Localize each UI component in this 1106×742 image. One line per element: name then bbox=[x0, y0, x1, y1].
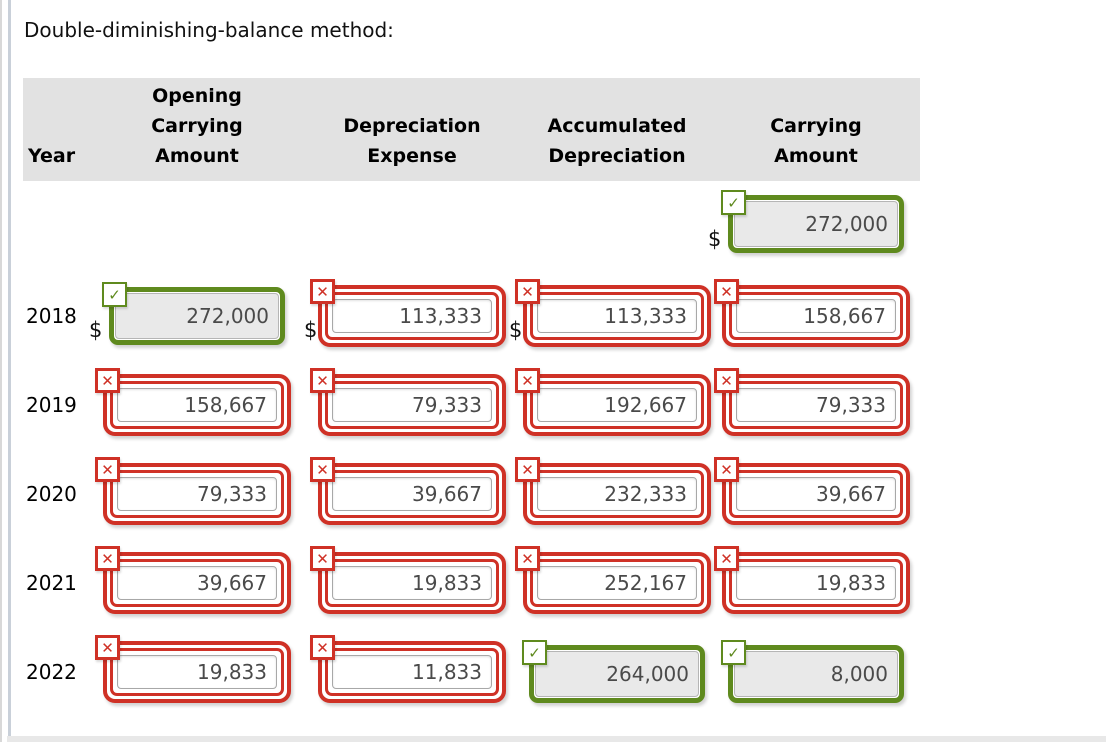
dollar-sign: $ bbox=[708, 227, 722, 251]
depreciation-expense-input[interactable]: 39,667 bbox=[332, 477, 492, 511]
panel-left-border bbox=[8, 0, 11, 737]
x-icon: ✕ bbox=[95, 635, 120, 660]
answer-box-opening-carrying-amount: ✕ 158,667 bbox=[95, 368, 291, 436]
column-header-accumulated-depreciation: Accumulated Depreciation bbox=[547, 115, 687, 167]
year-label: 2018 bbox=[26, 304, 77, 328]
column-header-opening-carrying-amount: Opening Carrying Amount bbox=[151, 85, 243, 167]
answer-box-opening-carrying-amount: ✓ 272,000 bbox=[102, 282, 285, 345]
x-icon: ✕ bbox=[310, 546, 335, 571]
answer-box-depreciation-expense: ✕ 79,333 bbox=[310, 368, 506, 436]
answer-box-carrying-amount: ✕ 79,333 bbox=[714, 368, 910, 436]
check-icon: ✓ bbox=[721, 640, 746, 665]
x-icon: ✕ bbox=[95, 546, 120, 571]
column-header-depreciation-expense: Depreciation Expense bbox=[343, 115, 481, 167]
carrying-amount-input[interactable]: 158,667 bbox=[736, 299, 896, 333]
check-icon: ✓ bbox=[522, 640, 547, 665]
x-icon: ✕ bbox=[515, 457, 540, 482]
answer-box-opening-carrying-amount: ✕ 19,833 bbox=[95, 635, 291, 703]
answer-box-opening-carrying-amount: ✕ 39,667 bbox=[95, 546, 291, 614]
answer-box-accumulated-depreciation: ✕ 232,333 bbox=[515, 457, 711, 525]
column-header-year: Year bbox=[28, 145, 76, 167]
answer-box-depreciation-expense: ✕ 19,833 bbox=[310, 546, 506, 614]
column-header-carrying-amount: Carrying Amount bbox=[770, 115, 862, 167]
opening-carrying-amount-input: 272,000 bbox=[115, 293, 279, 339]
dollar-sign: $ bbox=[89, 318, 103, 342]
answer-box-initial-carrying-amount: ✓ 272,000 bbox=[721, 190, 904, 253]
x-icon: ✕ bbox=[714, 368, 739, 393]
answer-box-accumulated-depreciation: ✕ 113,333 bbox=[515, 279, 711, 347]
opening-carrying-amount-input[interactable]: 39,667 bbox=[117, 566, 277, 600]
year-label: 2020 bbox=[26, 482, 77, 506]
x-icon: ✕ bbox=[515, 279, 540, 304]
accumulated-depreciation-input[interactable]: 232,333 bbox=[537, 477, 697, 511]
year-label: 2019 bbox=[26, 393, 77, 417]
dollar-sign: $ bbox=[509, 318, 523, 342]
year-label: 2022 bbox=[26, 660, 77, 684]
next-section-divider bbox=[7, 736, 1106, 742]
x-icon: ✕ bbox=[515, 546, 540, 571]
carrying-amount-input[interactable]: 19,833 bbox=[736, 566, 896, 600]
depreciation-expense-input[interactable]: 113,333 bbox=[332, 299, 492, 333]
opening-carrying-amount-input[interactable]: 79,333 bbox=[117, 477, 277, 511]
x-icon: ✕ bbox=[310, 635, 335, 660]
opening-carrying-amount-input[interactable]: 19,833 bbox=[117, 655, 277, 689]
carrying-amount-input[interactable]: 79,333 bbox=[736, 388, 896, 422]
depreciation-expense-input[interactable]: 11,833 bbox=[332, 655, 492, 689]
carrying-amount-input[interactable]: 39,667 bbox=[736, 477, 896, 511]
x-icon: ✕ bbox=[714, 279, 739, 304]
x-icon: ✕ bbox=[714, 546, 739, 571]
answer-box-carrying-amount: ✕ 158,667 bbox=[714, 279, 910, 347]
answer-box-carrying-amount: ✕ 39,667 bbox=[714, 457, 910, 525]
accumulated-depreciation-input[interactable]: 113,333 bbox=[537, 299, 697, 333]
accumulated-depreciation-input[interactable]: 252,167 bbox=[537, 566, 697, 600]
check-icon: ✓ bbox=[721, 190, 746, 215]
check-icon: ✓ bbox=[102, 282, 127, 307]
accumulated-depreciation-input[interactable]: 192,667 bbox=[537, 388, 697, 422]
x-icon: ✕ bbox=[714, 457, 739, 482]
answer-box-accumulated-depreciation: ✕ 252,167 bbox=[515, 546, 711, 614]
table-header-row: Year Opening Carrying Amount Depreciatio… bbox=[23, 78, 920, 181]
answer-box-carrying-amount: ✓ 8,000 bbox=[721, 640, 904, 703]
page-title: Double-diminishing-balance method: bbox=[24, 18, 394, 42]
x-icon: ✕ bbox=[515, 368, 540, 393]
answer-box-depreciation-expense: ✕ 113,333 bbox=[310, 279, 506, 347]
opening-carrying-amount-input[interactable]: 158,667 bbox=[117, 388, 277, 422]
answer-box-carrying-amount: ✕ 19,833 bbox=[714, 546, 910, 614]
answer-box-opening-carrying-amount: ✕ 79,333 bbox=[95, 457, 291, 525]
x-icon: ✕ bbox=[95, 457, 120, 482]
answer-box-depreciation-expense: ✕ 11,833 bbox=[310, 635, 506, 703]
depreciation-expense-input[interactable]: 79,333 bbox=[332, 388, 492, 422]
dollar-sign: $ bbox=[304, 318, 318, 342]
accumulated-depreciation-input: 264,000 bbox=[535, 651, 699, 697]
answer-box-accumulated-depreciation: ✓ 264,000 bbox=[522, 640, 705, 703]
x-icon: ✕ bbox=[310, 457, 335, 482]
carrying-amount-input: 272,000 bbox=[734, 201, 898, 247]
x-icon: ✕ bbox=[310, 279, 335, 304]
answer-box-depreciation-expense: ✕ 39,667 bbox=[310, 457, 506, 525]
x-icon: ✕ bbox=[310, 368, 335, 393]
answer-box-accumulated-depreciation: ✕ 192,667 bbox=[515, 368, 711, 436]
x-icon: ✕ bbox=[95, 368, 120, 393]
depreciation-expense-input[interactable]: 19,833 bbox=[332, 566, 492, 600]
carrying-amount-input: 8,000 bbox=[734, 651, 898, 697]
year-label: 2021 bbox=[26, 571, 77, 595]
page-left-border bbox=[0, 0, 2, 742]
